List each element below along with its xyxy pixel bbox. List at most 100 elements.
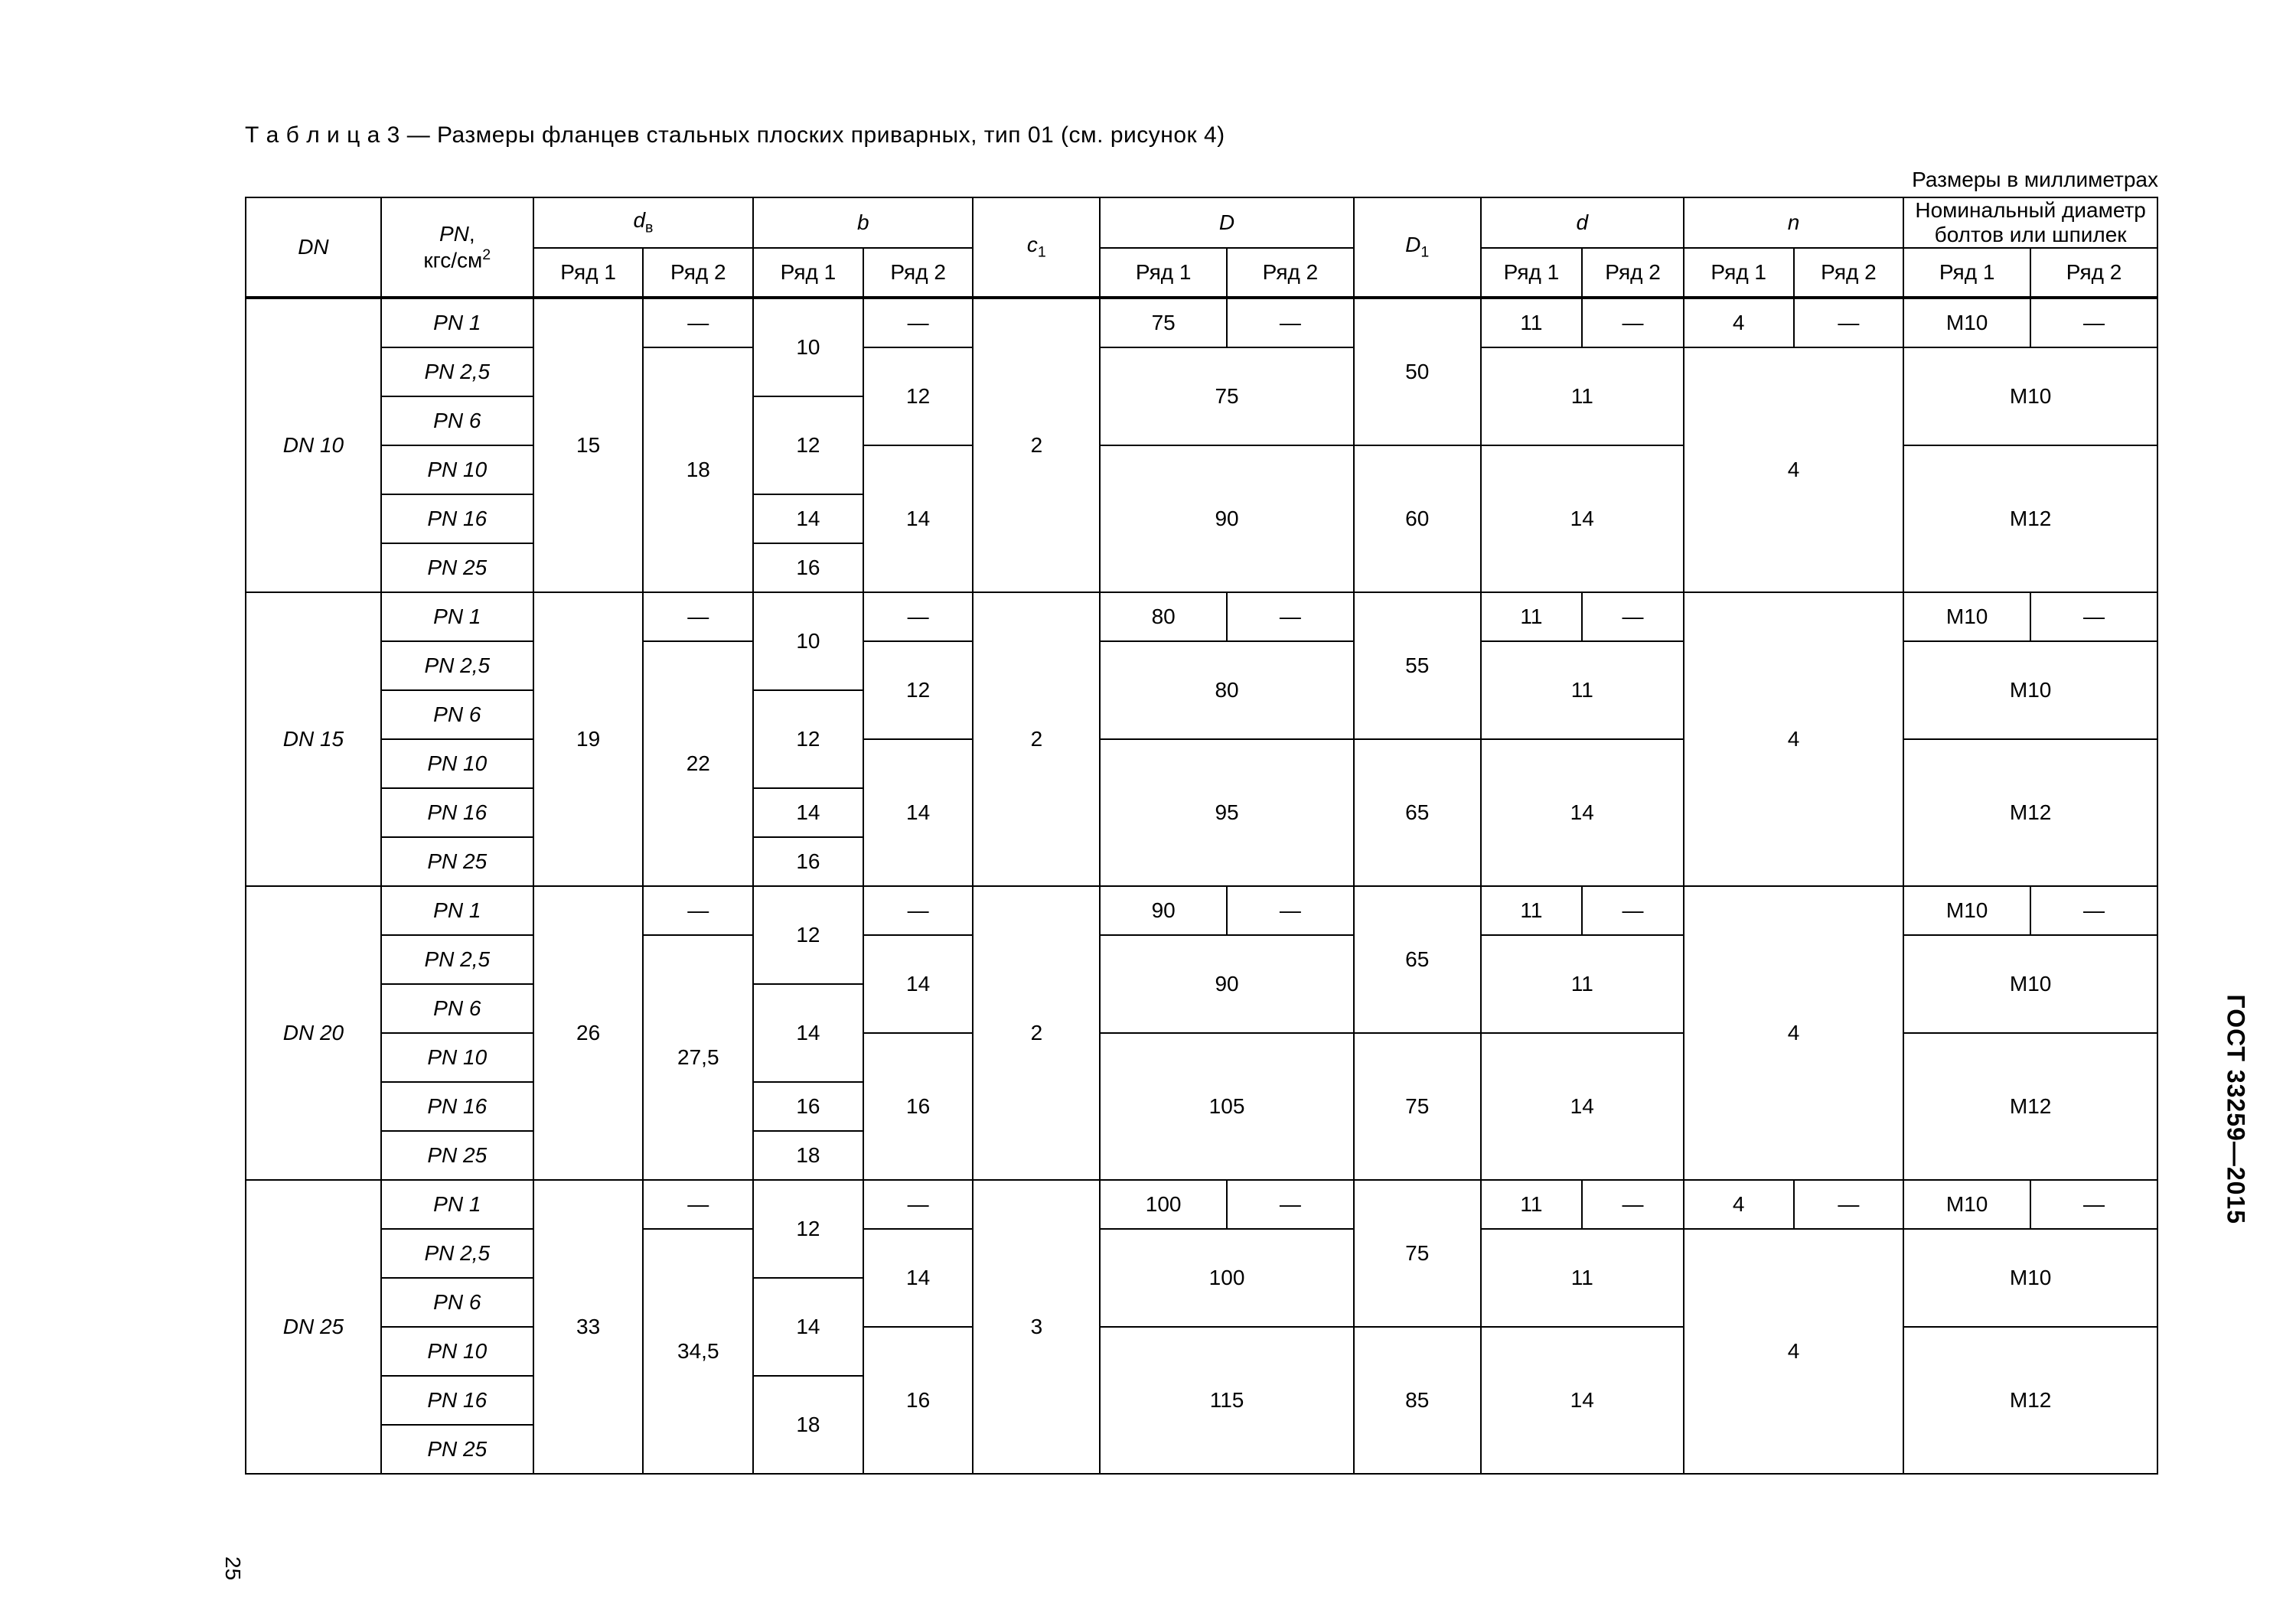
cell: M10 [1903, 1180, 2030, 1229]
cell: 4 [1684, 886, 1903, 1180]
cell: 90 [1100, 935, 1354, 1033]
cell: 12 [753, 886, 863, 984]
cell: PN 1 [381, 1180, 533, 1229]
hdr-n-r2: Ряд 2 [1794, 248, 1904, 298]
table-caption: Т а б л и ц а 3 — Размеры фланцев стальн… [245, 122, 2158, 148]
cell: 15 [533, 298, 644, 592]
cell: 4 [1684, 1180, 1794, 1229]
hdr-dv-r2: Ряд 2 [643, 248, 753, 298]
cell: 11 [1481, 641, 1684, 739]
cell: PN 6 [381, 1278, 533, 1327]
cell: 14 [1481, 1327, 1684, 1474]
cell: — [1582, 1180, 1684, 1229]
hdr-bolt-r2: Ряд 2 [2030, 248, 2157, 298]
cell: 100 [1100, 1229, 1354, 1327]
caption-prefix: Т а б л и ц а 3 [245, 122, 400, 148]
cell: PN 2,5 [381, 1229, 533, 1278]
cell: M10 [1903, 641, 2157, 739]
cell: PN 10 [381, 739, 533, 788]
cell: — [2030, 592, 2157, 641]
cell: 22 [643, 641, 753, 886]
cell: — [1227, 886, 1354, 935]
cell: 14 [753, 984, 863, 1082]
cell: PN 16 [381, 494, 533, 543]
cell: PN 2,5 [381, 641, 533, 690]
cell: PN 6 [381, 984, 533, 1033]
cell: 34,5 [643, 1229, 753, 1474]
cell: M10 [1903, 1229, 2157, 1327]
cell: 14 [863, 935, 974, 1033]
cell: 14 [1481, 1033, 1684, 1180]
cell: 16 [753, 543, 863, 592]
cell: PN 16 [381, 788, 533, 837]
page-number: 25 [220, 1556, 245, 1580]
cell: PN 6 [381, 396, 533, 445]
cell: 14 [1481, 445, 1684, 592]
cell: 14 [863, 739, 974, 886]
cell: M12 [1903, 1327, 2157, 1474]
cell: PN 1 [381, 298, 533, 347]
cell: DN 20 [246, 886, 381, 1180]
cell: 12 [753, 396, 863, 494]
cell: — [2030, 298, 2157, 347]
caption-rest: — Размеры фланцев стальных плоских прива… [400, 122, 1225, 148]
cell: 16 [863, 1327, 974, 1474]
cell: M10 [1903, 592, 2030, 641]
cell: 80 [1100, 641, 1354, 739]
cell: 90 [1100, 445, 1354, 592]
cell: 115 [1100, 1327, 1354, 1474]
cell: 14 [863, 445, 974, 592]
cell: 14 [753, 494, 863, 543]
cell: 75 [1354, 1180, 1481, 1327]
cell: PN 16 [381, 1376, 533, 1425]
cell: 18 [753, 1376, 863, 1474]
cell: M10 [1903, 886, 2030, 935]
cell: — [863, 886, 974, 935]
cell: 12 [863, 641, 974, 739]
doc-code: ГОСТ 33259—2015 [2222, 994, 2250, 1224]
cell: 65 [1354, 886, 1481, 1033]
cell: — [1582, 298, 1684, 347]
cell: PN 10 [381, 1327, 533, 1376]
cell: 26 [533, 886, 644, 1180]
cell: 80 [1100, 592, 1227, 641]
cell: 3 [973, 1180, 1100, 1474]
cell: DN 15 [246, 592, 381, 886]
cell: — [863, 1180, 974, 1229]
cell: PN 25 [381, 837, 533, 886]
cell: PN 2,5 [381, 935, 533, 984]
cell: 12 [753, 690, 863, 788]
cell: 60 [1354, 445, 1481, 592]
cell: 16 [753, 1082, 863, 1131]
cell: 75 [1100, 347, 1354, 445]
cell: 85 [1354, 1327, 1481, 1474]
cell: PN 10 [381, 445, 533, 494]
flange-table: DN PN,кгс/см2 dв b c1 D D1 d n Номинальн… [245, 197, 2158, 1475]
cell: — [1227, 298, 1354, 347]
hdr-D-r1: Ряд 1 [1100, 248, 1227, 298]
cell: 11 [1481, 1229, 1684, 1327]
cell: 11 [1481, 886, 1583, 935]
cell: 11 [1481, 1180, 1583, 1229]
cell: 4 [1684, 592, 1903, 886]
cell: — [643, 1180, 753, 1229]
cell: — [2030, 1180, 2157, 1229]
hdr-b-r1: Ряд 1 [753, 248, 863, 298]
hdr-c1: c1 [973, 197, 1100, 298]
units-note: Размеры в миллиметрах [245, 168, 2158, 192]
cell: — [1794, 298, 1904, 347]
cell: 75 [1100, 298, 1227, 347]
cell: 4 [1684, 1229, 1903, 1474]
cell: 18 [643, 347, 753, 592]
cell: PN 1 [381, 592, 533, 641]
cell: 11 [1481, 935, 1684, 1033]
cell: — [1227, 592, 1354, 641]
cell: DN 25 [246, 1180, 381, 1474]
hdr-dv-r1: Ряд 1 [533, 248, 644, 298]
hdr-D-r2: Ряд 2 [1227, 248, 1354, 298]
hdr-bolt: Номинальный диаметр болтов или шпилек [1903, 197, 2157, 248]
cell: 50 [1354, 298, 1481, 445]
cell: — [643, 298, 753, 347]
hdr-dv: dв [533, 197, 753, 248]
cell: — [1582, 592, 1684, 641]
